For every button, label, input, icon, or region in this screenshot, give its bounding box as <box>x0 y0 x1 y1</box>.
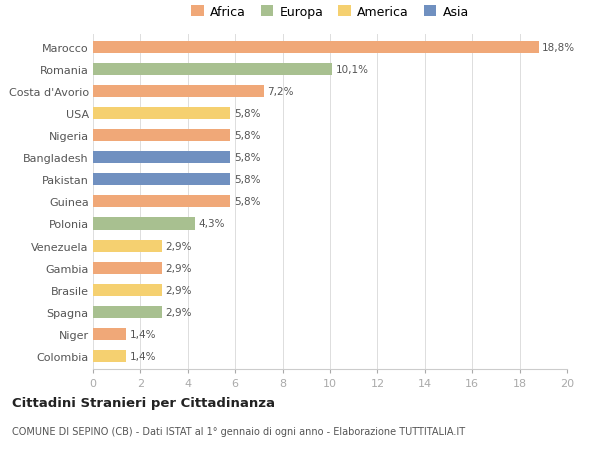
Bar <box>93 86 263 98</box>
Bar <box>93 108 230 120</box>
Text: 4,3%: 4,3% <box>199 219 225 229</box>
Text: 5,8%: 5,8% <box>234 153 260 163</box>
Bar <box>93 196 230 208</box>
Bar <box>93 218 195 230</box>
Bar <box>93 306 162 318</box>
Text: 2,9%: 2,9% <box>165 307 192 317</box>
Bar <box>93 284 162 296</box>
Text: 18,8%: 18,8% <box>542 43 575 53</box>
Bar <box>93 240 162 252</box>
Legend: Africa, Europa, America, Asia: Africa, Europa, America, Asia <box>188 4 472 22</box>
Bar <box>93 152 230 164</box>
Text: 7,2%: 7,2% <box>267 87 293 97</box>
Bar <box>93 42 539 54</box>
Text: Cittadini Stranieri per Cittadinanza: Cittadini Stranieri per Cittadinanza <box>12 396 275 409</box>
Text: 5,8%: 5,8% <box>234 109 260 119</box>
Bar <box>93 328 126 340</box>
Text: 5,8%: 5,8% <box>234 175 260 185</box>
Text: 1,4%: 1,4% <box>130 351 156 361</box>
Bar <box>93 350 126 362</box>
Text: 1,4%: 1,4% <box>130 329 156 339</box>
Text: 2,9%: 2,9% <box>165 241 192 251</box>
Bar <box>93 64 332 76</box>
Text: 2,9%: 2,9% <box>165 285 192 295</box>
Text: 2,9%: 2,9% <box>165 263 192 273</box>
Text: 5,8%: 5,8% <box>234 197 260 207</box>
Bar <box>93 174 230 186</box>
Text: 10,1%: 10,1% <box>336 65 369 75</box>
Text: COMUNE DI SEPINO (CB) - Dati ISTAT al 1° gennaio di ogni anno - Elaborazione TUT: COMUNE DI SEPINO (CB) - Dati ISTAT al 1°… <box>12 426 465 436</box>
Bar <box>93 130 230 142</box>
Text: 5,8%: 5,8% <box>234 131 260 141</box>
Bar <box>93 262 162 274</box>
